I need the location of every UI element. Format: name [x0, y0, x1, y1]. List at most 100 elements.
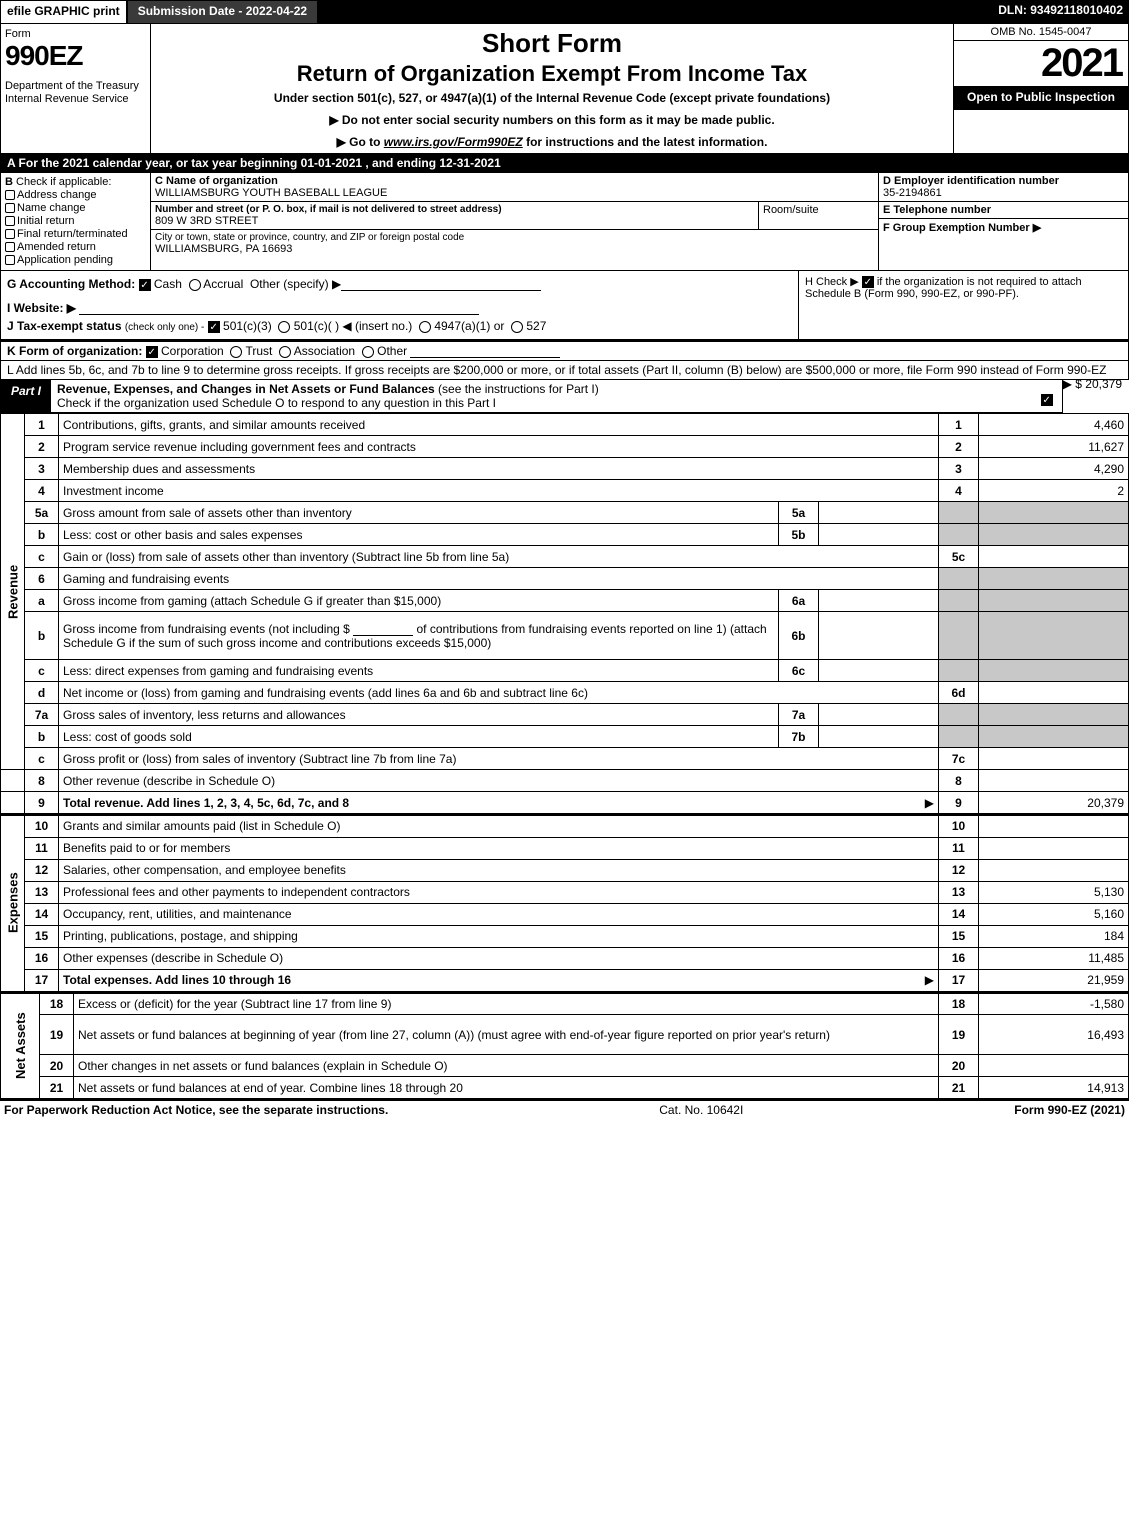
c-street-val: 809 W 3RD STREET	[155, 215, 754, 227]
l-text: L Add lines 5b, 6c, and 7b to line 9 to …	[7, 363, 1106, 377]
cb-application-pending[interactable]: Application pending	[5, 254, 146, 266]
row-K: K Form of organization: ✓ Corporation Tr…	[0, 340, 1129, 361]
irs-link[interactable]: www.irs.gov/Form990EZ	[384, 135, 523, 149]
efile-label: efile GRAPHIC print	[0, 0, 127, 24]
form-word: Form	[5, 28, 146, 40]
g-row: G Accounting Method: ✓ Cash Accrual Othe…	[7, 277, 792, 291]
g-other-input[interactable]	[341, 277, 541, 291]
k-other-input[interactable]	[410, 344, 560, 358]
k-trust: Trust	[246, 344, 273, 358]
part-I-sub: Check if the organization used Schedule …	[57, 396, 496, 410]
header-right: OMB No. 1545-0047 2021 Open to Public In…	[953, 24, 1128, 153]
f-row: F Group Exemption Number ▶	[879, 219, 1128, 270]
line-18: Net Assets18Excess or (deficit) for the …	[1, 993, 1129, 1015]
line-16: 16Other expenses (describe in Schedule O…	[1, 947, 1129, 969]
h-pre: H Check ▶	[805, 276, 862, 288]
form-header: Form 990EZ Department of the Treasury In…	[0, 24, 1129, 154]
misc-left: G Accounting Method: ✓ Cash Accrual Othe…	[1, 271, 798, 339]
website-input[interactable]	[79, 301, 479, 315]
note-ssn: ▶ Do not enter social security numbers o…	[159, 113, 945, 127]
h-check: ✓	[862, 276, 874, 288]
dln-label: DLN: 93492118010402	[992, 0, 1129, 24]
misc-block: G Accounting Method: ✓ Cash Accrual Othe…	[0, 271, 1129, 340]
line-7b: b Less: cost of goods sold 7b	[1, 726, 1129, 748]
j-501c3-check: ✓	[208, 321, 220, 333]
line-10: Expenses10Grants and similar amounts pai…	[1, 815, 1129, 837]
k-other-check[interactable]	[362, 346, 374, 358]
expenses-side-label: Expenses	[1, 815, 25, 991]
row-A: A For the 2021 calendar year, or tax yea…	[0, 154, 1129, 173]
line-1: Revenue 1 Contributions, gifts, grants, …	[1, 414, 1129, 436]
topbar-spacer	[318, 0, 992, 24]
g-lbl: G Accounting Method:	[7, 277, 135, 291]
netassets-table: Net Assets18Excess or (deficit) for the …	[0, 992, 1129, 1100]
cb-address-change[interactable]: Address change	[5, 189, 146, 201]
line-2: 2 Program service revenue including gove…	[1, 436, 1129, 458]
f-lbl: F Group Exemption Number ▶	[883, 221, 1124, 234]
d-row: D Employer identification number 35-2194…	[879, 173, 1128, 202]
l5a-val	[819, 502, 939, 524]
note-link: ▶ Go to www.irs.gov/Form990EZ for instru…	[159, 135, 945, 149]
i-lbl: I Website: ▶	[7, 301, 76, 315]
line-6a: a Gross income from gaming (attach Sched…	[1, 590, 1129, 612]
k-other: Other	[377, 344, 407, 358]
cb-amended-return[interactable]: Amended return	[5, 241, 146, 253]
footer-mid: Cat. No. 10642I	[659, 1103, 743, 1117]
j-501c: 501(c)( ) ◀ (insert no.)	[294, 319, 413, 333]
note2-pre: ▶ Go to	[337, 135, 384, 149]
k-assoc-check[interactable]	[279, 346, 291, 358]
k-corp: Corporation	[161, 344, 224, 358]
cb-name-change[interactable]: Name change	[5, 202, 146, 214]
line-20: 20Other changes in net assets or fund ba…	[1, 1055, 1129, 1077]
j-527: 527	[526, 319, 546, 333]
c-name-val: WILLIAMSBURG YOUTH BASEBALL LEAGUE	[155, 187, 874, 199]
j-4947-check[interactable]	[419, 321, 431, 333]
revenue-table: Revenue 1 Contributions, gifts, grants, …	[0, 413, 1129, 814]
line-15: 15Printing, publications, postage, and s…	[1, 925, 1129, 947]
l6b-blank[interactable]	[353, 622, 413, 636]
l1-rn: 1	[939, 414, 979, 436]
d-val: 35-2194861	[883, 187, 1124, 199]
e-row: E Telephone number	[879, 202, 1128, 219]
cb-initial-return[interactable]: Initial return	[5, 215, 146, 227]
g-cash-check: ✓	[139, 279, 151, 291]
j-501c3: 501(c)(3)	[223, 319, 272, 333]
row-L: L Add lines 5b, 6c, and 7b to line 9 to …	[0, 361, 1129, 380]
tax-year: 2021	[954, 41, 1128, 86]
line-7a: 7a Gross sales of inventory, less return…	[1, 704, 1129, 726]
g-accrual: Accrual	[203, 277, 243, 291]
j-4947: 4947(a)(1) or	[434, 319, 504, 333]
misc-right: H Check ▶ ✓ if the organization is not r…	[798, 271, 1128, 339]
line-3: 3 Membership dues and assessments 3 4,29…	[1, 458, 1129, 480]
part-I-header: Part I Revenue, Expenses, and Changes in…	[0, 380, 1063, 413]
g-cash: Cash	[154, 277, 182, 291]
l1-num: 1	[25, 414, 59, 436]
j-lbl: J Tax-exempt status	[7, 319, 122, 333]
form-number: 990EZ	[5, 40, 146, 72]
line-5c: c Gain or (loss) from sale of assets oth…	[1, 546, 1129, 568]
g-accrual-check[interactable]	[189, 279, 201, 291]
l1-desc: Contributions, gifts, grants, and simila…	[59, 414, 939, 436]
line-4: 4 Investment income 4 2	[1, 480, 1129, 502]
line-5a: 5a Gross amount from sale of assets othe…	[1, 502, 1129, 524]
j-note: (check only one) -	[125, 322, 204, 333]
cb-final-return[interactable]: Final return/terminated	[5, 228, 146, 240]
c-street-lbl: Number and street (or P. O. box, if mail…	[155, 204, 754, 215]
l5b-val	[819, 524, 939, 546]
j-527-check[interactable]	[511, 321, 523, 333]
line-5b: b Less: cost or other basis and sales ex…	[1, 524, 1129, 546]
j-501c-check[interactable]	[278, 321, 290, 333]
line-11: 11Benefits paid to or for members11	[1, 837, 1129, 859]
c-city-lbl: City or town, state or province, country…	[155, 232, 874, 243]
col-DEF: D Employer identification number 35-2194…	[878, 173, 1128, 270]
line-6d: d Net income or (loss) from gaming and f…	[1, 682, 1129, 704]
line-9: 9 Total revenue. Add lines 1, 2, 3, 4, 5…	[1, 792, 1129, 814]
k-corp-check: ✓	[146, 346, 158, 358]
line-8: 8 Other revenue (describe in Schedule O)…	[1, 770, 1129, 792]
line-6b: b Gross income from fundraising events (…	[1, 612, 1129, 660]
part-I-title-rest: (see the instructions for Part I)	[435, 382, 599, 396]
line-6c: c Less: direct expenses from gaming and …	[1, 660, 1129, 682]
k-trust-check[interactable]	[230, 346, 242, 358]
revenue-side-label: Revenue	[1, 414, 25, 770]
department-label: Department of the Treasury Internal Reve…	[5, 80, 146, 106]
